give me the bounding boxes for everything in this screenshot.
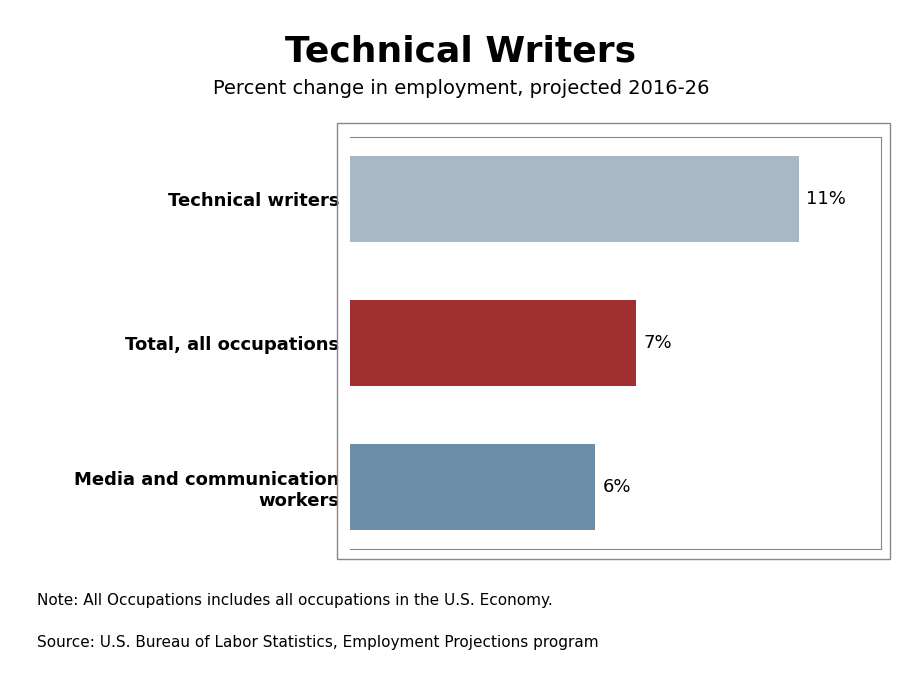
Bar <box>350 156 799 242</box>
Bar <box>350 444 595 530</box>
Text: 7%: 7% <box>644 334 672 352</box>
Text: Percent change in employment, projected 2016-26: Percent change in employment, projected … <box>213 79 709 98</box>
Bar <box>350 300 636 386</box>
Text: 11%: 11% <box>806 190 846 208</box>
Text: Source: U.S. Bureau of Labor Statistics, Employment Projections program: Source: U.S. Bureau of Labor Statistics,… <box>37 635 598 650</box>
Text: Note: All Occupations includes all occupations in the U.S. Economy.: Note: All Occupations includes all occup… <box>37 593 552 608</box>
Text: 6%: 6% <box>602 478 631 496</box>
Text: Technical Writers: Technical Writers <box>286 34 636 69</box>
